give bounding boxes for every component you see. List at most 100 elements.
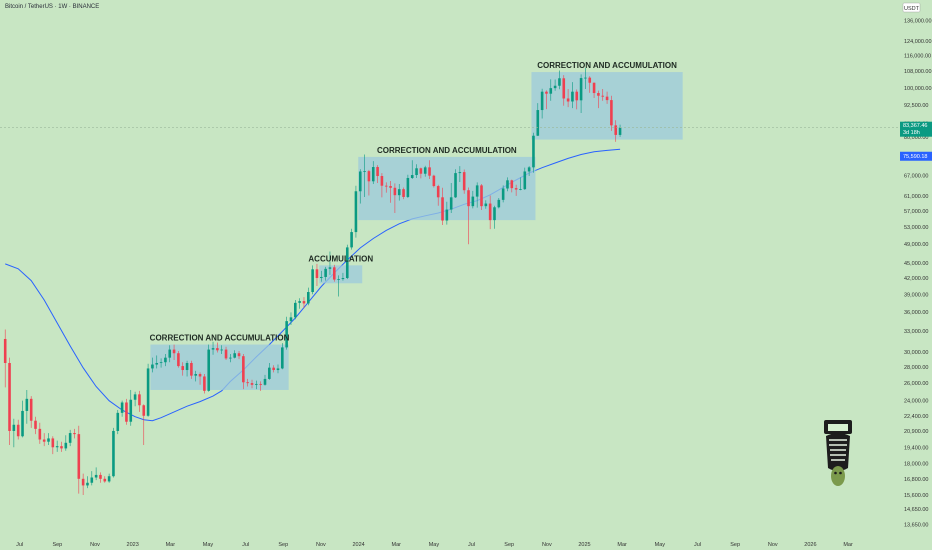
candle-body — [42, 439, 46, 442]
candle-body — [311, 269, 314, 293]
price-tick-label: 42,000.00 — [904, 276, 928, 282]
candle-body — [389, 186, 392, 188]
candle — [549, 79, 553, 101]
candle — [233, 350, 236, 359]
price-tick-label: 45,000.00 — [904, 261, 928, 267]
current-price-value: 83,367.46 — [903, 123, 927, 129]
candle — [436, 184, 440, 206]
candle — [367, 169, 371, 196]
time-axis[interactable] — [0, 538, 932, 550]
time-tick-label: Sep — [504, 542, 514, 548]
candle-body — [237, 353, 241, 357]
candle-body — [393, 187, 397, 196]
candle-body — [350, 232, 353, 248]
candle-body — [501, 188, 505, 200]
time-tick-label: 2025 — [578, 542, 590, 548]
candle — [575, 89, 579, 110]
candle-body — [181, 366, 185, 371]
candle-body — [415, 168, 418, 176]
candle — [471, 190, 475, 209]
candle-body — [81, 478, 85, 486]
time-tick-label: 2023 — [127, 542, 139, 548]
candle-body — [129, 399, 133, 422]
price-tick-label: 22,400.00 — [904, 414, 928, 420]
candle-body — [164, 357, 167, 363]
candle — [328, 251, 332, 275]
candle — [34, 416, 37, 435]
price-axis[interactable] — [898, 0, 932, 538]
price-tick-label: 16,800.00 — [904, 477, 928, 483]
candle-body — [289, 317, 293, 322]
candle — [475, 182, 479, 208]
candle-body — [345, 247, 349, 279]
candle — [571, 82, 574, 109]
candle-body — [319, 276, 323, 279]
candle-body — [601, 95, 605, 97]
candle — [138, 390, 141, 412]
current-price-tag — [900, 121, 932, 137]
candle-body — [484, 203, 488, 207]
candle-body — [34, 420, 37, 429]
candle — [363, 154, 366, 197]
candle-body — [527, 167, 531, 172]
candle — [276, 364, 280, 374]
candle-body — [77, 434, 81, 479]
candle-body — [419, 168, 423, 174]
candle-body — [107, 476, 111, 482]
candle — [610, 95, 613, 131]
candle — [42, 433, 46, 447]
candle-body — [597, 93, 600, 96]
candle — [419, 167, 423, 179]
time-tick-label: Mar — [166, 542, 176, 548]
candle — [493, 205, 496, 229]
candle-body — [259, 383, 262, 385]
candle-body — [177, 353, 180, 367]
candle-body — [514, 188, 518, 190]
ma-price-tag — [900, 151, 932, 161]
candle-body — [103, 478, 107, 482]
candle-body — [328, 267, 332, 269]
candle-body — [610, 100, 613, 126]
candle-body — [224, 349, 228, 359]
candle — [324, 266, 327, 281]
candle-body — [558, 78, 561, 86]
candle-body — [410, 175, 414, 178]
candle — [198, 372, 202, 385]
candle — [384, 182, 388, 193]
candle — [81, 473, 85, 496]
candle — [64, 435, 68, 451]
price-tick-label: 136,000.00 — [904, 19, 932, 25]
candle-body — [436, 186, 440, 198]
candle-body — [133, 394, 137, 400]
candle-body — [216, 348, 219, 351]
candle-body — [268, 367, 271, 379]
currency-text: USDT — [904, 6, 920, 12]
price-tick-label: 92,500.00 — [904, 103, 928, 109]
candle — [397, 184, 401, 201]
price-tick-label: 20,900.00 — [904, 429, 928, 435]
candle — [358, 169, 362, 204]
candle — [181, 362, 185, 376]
candle — [432, 174, 436, 188]
candle — [29, 396, 33, 428]
candle — [532, 132, 535, 173]
candle-body — [198, 374, 202, 377]
candle-body — [21, 410, 24, 437]
candle — [423, 165, 427, 177]
candle — [12, 418, 16, 448]
price-tick-label: 36,000.00 — [904, 310, 928, 316]
time-tick-label: May — [429, 542, 440, 548]
candle — [605, 91, 609, 104]
candle-body — [376, 167, 379, 177]
candle — [216, 342, 219, 353]
mascot-logo — [824, 420, 852, 486]
time-tick-label: Mar — [391, 542, 401, 548]
candle — [60, 441, 63, 452]
candle-body — [497, 199, 501, 208]
candle — [389, 180, 392, 203]
candle-body — [579, 78, 583, 101]
currency-label[interactable]: USDT — [902, 2, 921, 13]
candle-body — [458, 172, 462, 174]
candle — [467, 187, 470, 245]
